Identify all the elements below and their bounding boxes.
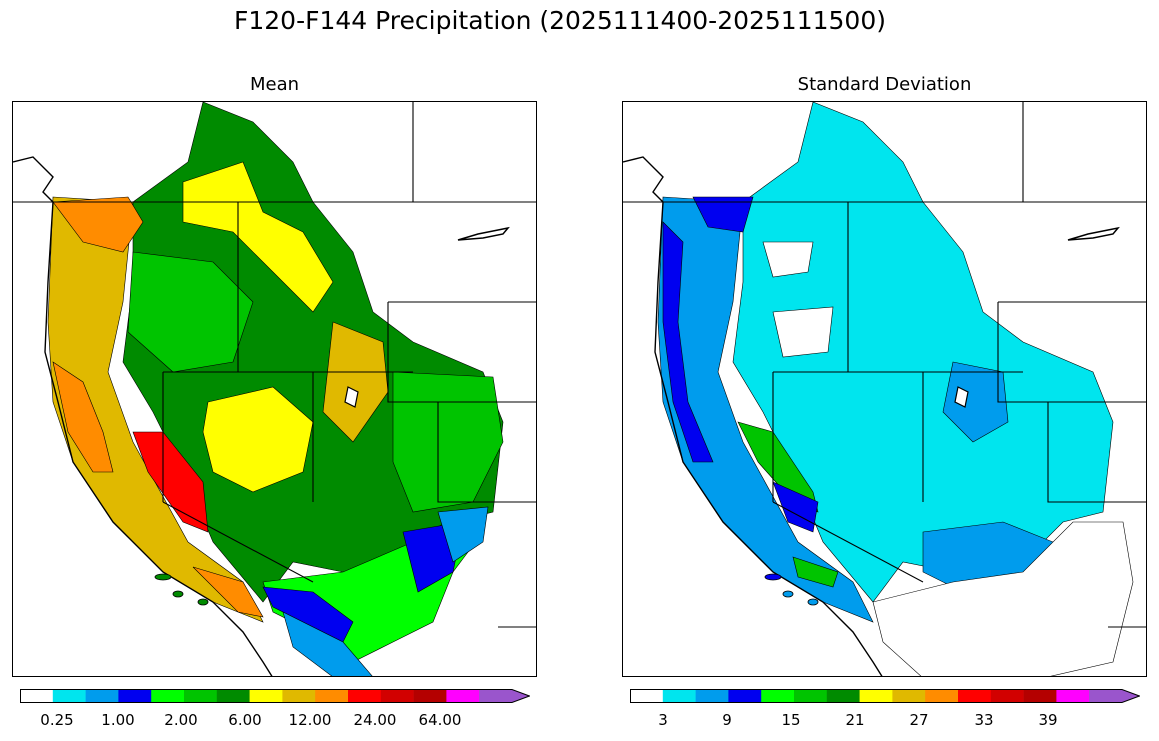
map-region-north-white [762, 241, 814, 278]
map-region-socal-green [792, 556, 839, 588]
mean-colorbar-tick-label: 64.00 [418, 711, 462, 729]
mean-colorbar-segment [20, 689, 54, 703]
stddev-colorbar-segment [1056, 689, 1090, 703]
mean-colorbar-segment [380, 689, 414, 703]
mean-colorbar-segment [216, 689, 250, 703]
mean-colorbar-segment [52, 689, 86, 703]
map-great-salt-lake [344, 386, 359, 408]
map-region-southern-lightblue [282, 611, 373, 676]
mean-map [12, 101, 537, 677]
stddev-colorbar-segment [990, 689, 1024, 703]
stddev-colorbar-tick-label: 15 [781, 711, 801, 729]
stddev-colorbar-segment [892, 689, 926, 703]
map-state-borders [13, 102, 536, 628]
mean-colorbar-tick-label: 0.25 [40, 711, 74, 729]
stddev-colorbar-segment [1089, 689, 1140, 703]
mean-colorbar-tick-label: 12.00 [288, 711, 332, 729]
stddev-colorbar-segment [1023, 689, 1057, 703]
mean-colorbar-outline [20, 689, 531, 703]
map-channel-island [154, 573, 172, 581]
map-channel-island [197, 598, 209, 606]
mean-colorbar-tick-label: 24.00 [353, 711, 397, 729]
mean-colorbar-segment [315, 689, 349, 703]
stddev-colorbar-segment [695, 689, 729, 703]
map-channel-island [782, 590, 794, 598]
stddev-colorbar-segment [630, 689, 664, 703]
map-region-se-white [872, 521, 1134, 676]
map-channel-island [764, 573, 782, 581]
mean-colorbar-segment [184, 689, 218, 703]
mean-colorbar-tick-label: 1.00 [101, 711, 135, 729]
map-region-cal-orange [52, 361, 114, 473]
stddev-colorbar-tick-label: 21 [845, 711, 865, 729]
mean-colorbar-segment [282, 689, 316, 703]
stddev-colorbar-tick-label: 33 [974, 711, 994, 729]
stddev-colorbar-tick-label: 27 [909, 711, 929, 729]
mean-colorbar-segment [151, 689, 185, 703]
mean-colorbar-segment [479, 689, 530, 703]
mean-colorbar-segment [446, 689, 480, 703]
map-state-borders [623, 102, 1146, 628]
map-lake-superior [457, 226, 510, 241]
stddev-colorbar-segment [761, 689, 795, 703]
stddev-colorbar-segment [859, 689, 893, 703]
stddev-map [622, 101, 1147, 677]
map-coastline [13, 156, 273, 676]
map-region-west-coast [47, 196, 264, 623]
mean-colorbar-segment [348, 689, 382, 703]
stddev-colorbar-tick-label: 3 [658, 711, 668, 729]
stddev-colorbar-segment [925, 689, 959, 703]
mean-colorbar-segment [249, 689, 283, 703]
stddev-colorbar-segment [728, 689, 762, 703]
map-region-ne-lightblue [437, 506, 489, 563]
map-region-idaho [127, 251, 254, 373]
stddev-colorbar-segment [662, 689, 696, 703]
map-region-nw-orange [52, 196, 144, 253]
map-region-utah-blue [942, 361, 1009, 443]
stddev-colorbar-tick-label: 9 [722, 711, 732, 729]
map-channel-island [172, 590, 184, 598]
mean-colorbar-segment [118, 689, 152, 703]
mean-colorbar [20, 688, 531, 703]
stddev-panel-title: Standard Deviation [797, 74, 972, 95]
map-great-salt-lake [954, 386, 969, 408]
stddev-colorbar-segment [794, 689, 828, 703]
stddev-colorbar-segment [826, 689, 860, 703]
map-region-nevada-white [772, 306, 834, 358]
map-coastline [623, 156, 883, 676]
figure-title: F120-F144 Precipitation (2025111400-2025… [233, 6, 886, 35]
mean-colorbar-tick-label: 2.00 [164, 711, 198, 729]
map-lake-superior [1067, 226, 1120, 241]
map-region-coast-darkblue [662, 221, 714, 463]
stddev-colorbar-tick-label: 39 [1038, 711, 1058, 729]
mean-panel-title: Mean [249, 74, 300, 95]
mean-colorbar-segment [413, 689, 447, 703]
map-region-utah-yellow [322, 321, 389, 443]
map-region-north-yellow [182, 161, 334, 313]
stddev-colorbar-segment [958, 689, 992, 703]
stddev-colorbar-outline [630, 689, 1141, 703]
map-region-west-coast-blue [657, 196, 874, 623]
map-region-nw-darkblue [692, 196, 754, 233]
mean-colorbar-segment [85, 689, 119, 703]
map-region-socal-orange [192, 566, 264, 618]
stddev-colorbar [630, 688, 1141, 703]
mean-colorbar-tick-label: 6.00 [228, 711, 262, 729]
map-channel-island [807, 598, 819, 606]
map-region-great-basin-yellow [202, 386, 314, 493]
